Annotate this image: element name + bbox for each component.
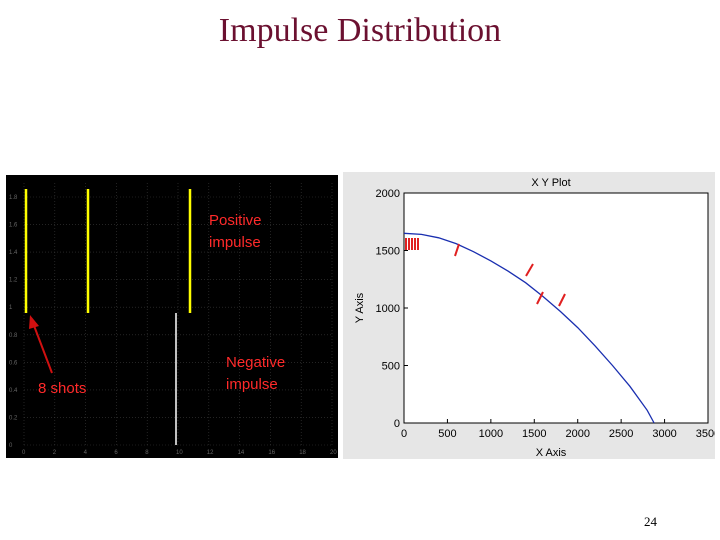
negative-impulse-label-line2: impulse (226, 376, 278, 393)
scope-y-tick: 0.4 (9, 388, 18, 394)
scope-x-tick: 20 (330, 450, 337, 456)
scope-y-tick: 0.6 (9, 360, 18, 366)
scope-y-tick: 0.8 (9, 333, 18, 339)
trajectory-line (403, 232, 655, 424)
xy-x-tick-label: 3000 (652, 428, 676, 440)
xy-y-ticks: 0 500 1000 1500 2000 (376, 188, 408, 430)
scope-grid (23, 183, 333, 446)
xy-x-tick-label: 3500 (696, 428, 715, 440)
xy-x-tick-label: 2500 (609, 428, 633, 440)
positive-impulse-label-line2: impulse (209, 234, 261, 251)
xy-y-tick-label: 500 (382, 361, 400, 373)
xy-plot: X Y Plot 0 500 1000 1500 2000 0 500 1000 1500 20… (343, 172, 715, 459)
scope-x-ticks: 0 2 4 6 8 10 12 14 16 18 20 (22, 450, 337, 456)
scope-y-tick: 1.2 (9, 278, 18, 284)
slide-title: Impulse Distribution (218, 12, 502, 49)
shots-arrow-head (29, 315, 39, 329)
shots-label: 8 shots (38, 380, 86, 397)
scope-x-tick: 14 (238, 450, 245, 456)
negative-impulse-label-line1: Negative (226, 354, 285, 371)
scope-x-tick: 12 (207, 450, 214, 456)
scope-y-ticks: 1.8 1.6 1.4 1.2 1 0.8 0.6 0.4 0.2 0 (9, 195, 18, 449)
x-axis-label: X Axis (536, 447, 567, 459)
scope-x-tick: 2 (53, 450, 57, 456)
scope-x-tick: 4 (84, 450, 88, 456)
xy-y-tick-label: 1500 (376, 246, 400, 258)
xy-x-tick-label: 2000 (565, 428, 589, 440)
xy-y-tick-label: 2000 (376, 188, 400, 200)
y-axis-label: Y Axis (354, 292, 366, 323)
impulse-marker (536, 291, 544, 305)
scope-y-tick: 0.2 (9, 415, 18, 421)
scope-y-tick: 0 (9, 443, 13, 449)
xy-x-tick-label: 1000 (479, 428, 503, 440)
impulse-marker (525, 263, 534, 277)
impulse-marker (454, 243, 460, 257)
xy-y-tick-label: 1000 (376, 303, 400, 315)
scope-y-tick: 1 (9, 305, 13, 311)
positive-impulse-label-line1: Positive (209, 212, 262, 229)
scope-x-tick: 0 (22, 450, 26, 456)
xy-plot-title: X Y Plot (531, 177, 570, 189)
xy-x-tick-label: 500 (438, 428, 456, 440)
shots-arrow (32, 322, 53, 374)
impulse-marker (558, 293, 566, 307)
scope-traces (24, 189, 192, 445)
scope-x-tick: 10 (176, 450, 183, 456)
xy-x-ticks: 0 500 1000 1500 2000 2500 3000 3500 (401, 419, 715, 440)
scope-y-tick: 1.6 (9, 223, 18, 229)
xy-x-tick-label: 1500 (522, 428, 546, 440)
scope-y-tick: 1.4 (9, 250, 18, 256)
xy-x-tick-label: 0 (401, 428, 407, 440)
scope-y-tick: 1.8 (9, 195, 18, 201)
scope-x-tick: 6 (114, 450, 118, 456)
scope-x-tick: 18 (299, 450, 306, 456)
page-number: 24 (644, 514, 657, 529)
scope-x-tick: 16 (268, 450, 275, 456)
scope-x-tick: 8 (145, 450, 149, 456)
xy-y-tick-label: 0 (394, 418, 400, 430)
impulse-markers (405, 238, 566, 307)
oscilloscope-trace-plot: 1.8 1.6 1.4 1.2 1 0.8 0.6 0.4 0.2 0 0 2 4 6 8 10 12 14 16… (6, 175, 338, 458)
